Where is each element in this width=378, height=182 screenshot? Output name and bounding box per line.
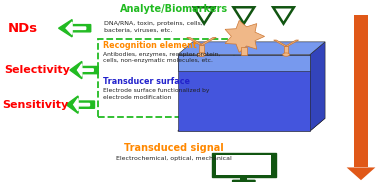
Text: Antibodies, enzymes, receptor protein,
cells, non-enzymatic molecules, etc.: Antibodies, enzymes, receptor protein, c…	[103, 52, 220, 63]
Polygon shape	[178, 42, 325, 55]
Polygon shape	[66, 22, 86, 34]
Circle shape	[197, 53, 206, 57]
Polygon shape	[225, 20, 265, 52]
Polygon shape	[187, 37, 203, 45]
Polygon shape	[74, 98, 90, 111]
Polygon shape	[70, 61, 98, 79]
Polygon shape	[237, 158, 251, 173]
Text: Electrode surface functionalized by
electrode modification: Electrode surface functionalized by elec…	[103, 88, 209, 100]
Polygon shape	[77, 64, 93, 76]
Text: Electrochemical, optical, mechanical: Electrochemical, optical, mechanical	[116, 156, 232, 161]
Text: Sensitivity: Sensitivity	[2, 100, 68, 110]
Polygon shape	[66, 96, 94, 113]
Polygon shape	[194, 7, 214, 24]
Polygon shape	[274, 40, 288, 47]
Polygon shape	[178, 55, 310, 71]
Polygon shape	[285, 40, 299, 47]
Polygon shape	[59, 19, 91, 37]
Polygon shape	[178, 118, 325, 131]
Text: Transducer surface: Transducer surface	[103, 77, 190, 86]
Circle shape	[283, 53, 290, 56]
Polygon shape	[178, 55, 310, 131]
FancyBboxPatch shape	[216, 155, 271, 175]
Polygon shape	[241, 47, 247, 55]
Polygon shape	[284, 46, 288, 55]
Text: DNA/RNA, toxin, proteins, cells,
bacteria, viruses, etc.: DNA/RNA, toxin, proteins, cells, bacteri…	[104, 21, 203, 33]
FancyBboxPatch shape	[212, 153, 276, 177]
Text: Recognition element: Recognition element	[103, 41, 197, 50]
Text: NDs: NDs	[8, 22, 38, 35]
Polygon shape	[234, 7, 254, 24]
Polygon shape	[273, 7, 294, 24]
Text: Selectivity: Selectivity	[4, 65, 70, 75]
Polygon shape	[310, 42, 325, 131]
Polygon shape	[234, 157, 254, 175]
FancyBboxPatch shape	[240, 177, 247, 182]
FancyBboxPatch shape	[98, 39, 234, 117]
FancyBboxPatch shape	[354, 15, 368, 167]
Polygon shape	[347, 167, 375, 180]
Text: Analyte/Biomarkers: Analyte/Biomarkers	[120, 4, 228, 14]
Polygon shape	[200, 37, 216, 45]
FancyBboxPatch shape	[232, 180, 256, 182]
Polygon shape	[199, 45, 204, 55]
Text: Transduced signal: Transduced signal	[124, 143, 224, 153]
